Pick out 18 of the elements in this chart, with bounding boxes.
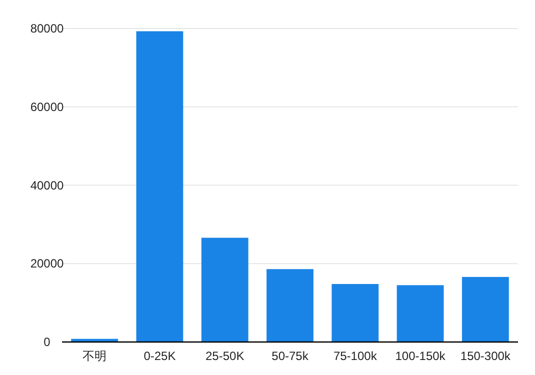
bar [462,276,509,342]
bar [201,238,248,342]
x-tick-label: 50-75k [272,349,310,363]
y-tick-label: 0 [44,335,51,349]
x-tick-label: 150-300k [460,349,512,363]
y-tick-label: 40000 [30,178,64,192]
bar [332,284,379,342]
bar [396,285,444,342]
x-tick-label: 75-100k [333,349,378,363]
bar [266,269,314,342]
x-tick-label: 0-25K [144,349,176,363]
x-tick-label: 100-150k [395,349,446,363]
y-tick-label: 20000 [30,256,64,271]
bar [136,31,184,342]
y-tick-label: 60000 [30,100,64,114]
x-tick-label: 不明 [82,349,107,363]
x-tick-label: 25-50K [206,349,244,363]
y-tick-label: 80000 [30,22,64,36]
